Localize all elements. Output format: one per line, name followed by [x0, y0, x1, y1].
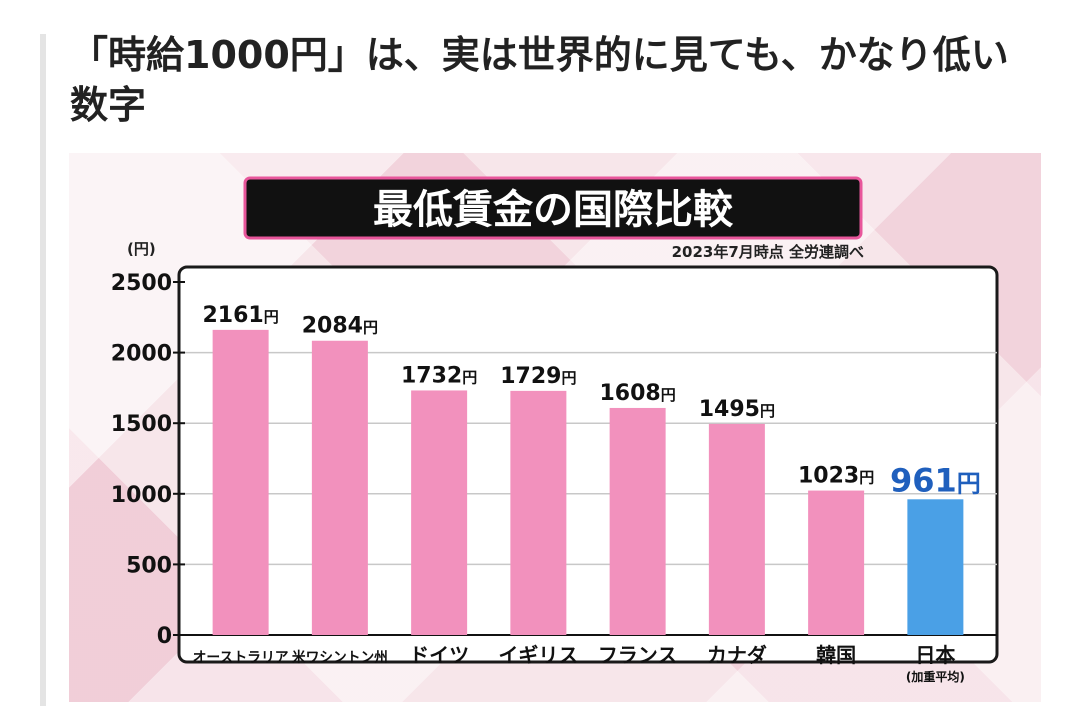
bars [212, 329, 964, 635]
y-tick-label: 2500 [111, 271, 172, 296]
x-tick-label: ドイツ [409, 643, 469, 667]
x-tick-label: 韓国 [816, 643, 856, 667]
data-label: 1495円 [699, 397, 775, 422]
x-tick-note: (加重平均) [906, 669, 965, 684]
bar [609, 407, 666, 635]
bar [808, 490, 865, 635]
y-axis-unit: (円) [127, 240, 156, 258]
chart-subtitle: 2023年7月時点 全労連調べ [672, 243, 864, 261]
chart-image: 最低賃金の国際比較 2023年7月時点 全労連調べ (円) 0 500 1000 15… [69, 153, 1041, 702]
x-tick-label: フランス [598, 643, 678, 667]
headline: 「時給1000円」は、実は世界的に見ても、かなり低い数字 [70, 33, 1009, 127]
bar [907, 499, 964, 635]
data-label: 1729円 [500, 364, 576, 389]
title-banner [243, 176, 863, 240]
value-labels: 2161円 2084円 1732円 1729円 1608円 1495円 1023円 961円 [203, 303, 981, 499]
x-tick-label: 日本 [915, 643, 955, 667]
plot-area [177, 265, 999, 664]
y-tick-label: 1500 [111, 412, 172, 437]
bar [311, 340, 368, 635]
y-tick-label: 0 [157, 624, 172, 649]
blockquote-bar [40, 34, 46, 706]
data-label: 1608円 [600, 381, 676, 406]
bar [212, 329, 269, 635]
x-tick-label: イギリス [498, 643, 578, 667]
x-tick-label: 米ワシントン州 [292, 649, 388, 666]
bar [411, 390, 468, 635]
chart-title: 最低賃金の国際比較 [373, 187, 734, 233]
x-tick-label: カナダ [707, 643, 767, 667]
y-tick-label: 500 [126, 553, 172, 578]
x-tick-label: オーストラリア [193, 650, 289, 666]
data-label: 2161円 [203, 303, 279, 328]
data-label: 961円 [890, 461, 981, 499]
data-label: 2084円 [302, 314, 378, 339]
bar [510, 390, 567, 635]
minimum-wage-bar-chart: 最低賃金の国際比較 2023年7月時点 全労連調べ (円) 0 500 1000 15… [111, 176, 999, 684]
data-label: 1732円 [401, 363, 477, 388]
bar [708, 423, 765, 635]
y-tick-label: 1000 [111, 483, 172, 508]
data-label: 1023円 [798, 464, 874, 489]
x-axis: オーストラリア 米ワシントン州 ドイツ イギリス フランス カナダ 韓国 日本 (加重平均) [193, 643, 965, 684]
y-tick-label: 2000 [111, 342, 172, 367]
